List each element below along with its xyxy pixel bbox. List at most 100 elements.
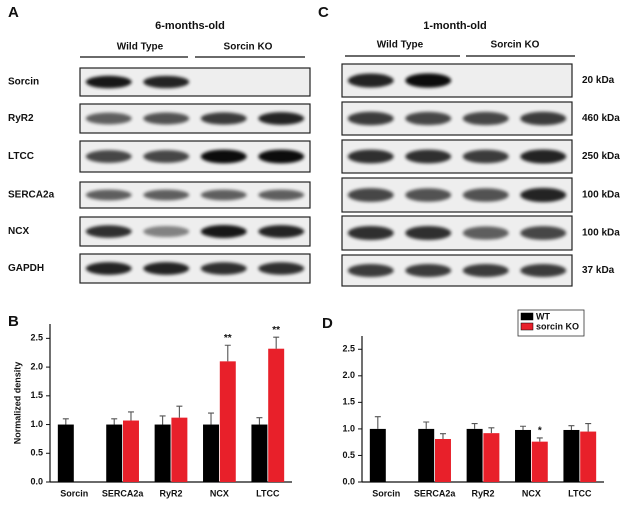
bar: [434, 438, 451, 482]
bar: [251, 424, 268, 482]
blot-band: [520, 149, 567, 164]
blot-band: [347, 111, 394, 126]
error-bar: [159, 415, 166, 425]
row-label: NCX: [8, 226, 29, 237]
blot-band: [200, 149, 247, 164]
bar: [219, 361, 236, 482]
blot-band: [347, 149, 394, 164]
blot-band: [520, 264, 567, 277]
error-bar: [439, 433, 446, 439]
group-label: Sorcin KO: [224, 42, 273, 53]
bar: [369, 428, 386, 482]
bar: [171, 417, 188, 482]
blot-title: 6-months-old: [155, 20, 225, 32]
blot-band: [258, 149, 305, 164]
size-label: 460 kDa: [582, 113, 620, 124]
error-bar: [256, 417, 263, 425]
x-tick-label: SERCA2a: [414, 488, 457, 498]
error-bar: [273, 336, 280, 349]
blot-band: [143, 112, 190, 125]
y-tick-label: 0.5: [30, 448, 43, 458]
y-tick-label: 0.0: [30, 476, 43, 486]
blot-band: [85, 112, 132, 125]
blot-band: [520, 111, 567, 126]
error-bar: [127, 411, 134, 421]
blot-band: [462, 264, 509, 277]
error-bar: [488, 427, 495, 434]
blot-band: [462, 188, 509, 202]
significance-mark: **: [224, 333, 232, 344]
bar: [483, 433, 500, 482]
error-bar: [423, 421, 430, 429]
error-bar: [224, 344, 231, 362]
y-tick-label: 0.5: [342, 450, 355, 460]
blot-band: [200, 189, 247, 201]
blot-band: [85, 150, 132, 163]
blot-band: [462, 111, 509, 126]
x-tick-label: NCX: [522, 488, 541, 498]
blot-band: [143, 150, 190, 163]
bar: [418, 428, 435, 482]
blot-band: [200, 225, 247, 238]
bar: [203, 424, 220, 482]
error-bar: [374, 416, 381, 429]
size-label: 20 kDa: [582, 75, 615, 86]
y-tick-label: 2.5: [30, 333, 43, 343]
blot-band: [85, 225, 132, 238]
bar: [515, 429, 532, 482]
row-label: Sorcin: [8, 77, 39, 88]
blot-band: [520, 226, 567, 240]
x-tick-label: LTCC: [256, 488, 280, 498]
row-label: SERCA2a: [8, 190, 55, 201]
blot-band: [347, 188, 394, 202]
bar: [122, 420, 139, 482]
x-tick-label: SERCA2a: [102, 488, 145, 498]
legend-swatch: [520, 312, 534, 321]
legend-label: sorcin KO: [536, 321, 579, 331]
bar: [268, 348, 285, 482]
blot-band: [347, 225, 394, 241]
blot-band: [462, 149, 509, 164]
blot-band: [405, 73, 452, 88]
blot-band: [405, 188, 452, 202]
bar: [563, 429, 580, 482]
error-bar: [176, 405, 183, 418]
size-label: 250 kDa: [582, 151, 620, 162]
x-tick-label: RyR2: [471, 488, 494, 498]
size-label: 100 kDa: [582, 190, 620, 201]
size-label: 37 kDa: [582, 265, 615, 276]
group-label: Sorcin KO: [491, 40, 540, 51]
blot-band: [405, 264, 452, 277]
blot-band: [462, 226, 509, 240]
blot-band: [143, 75, 190, 89]
error-bar: [471, 423, 478, 429]
error-bar: [208, 412, 215, 425]
significance-mark: *: [538, 426, 542, 437]
legend-swatch: [520, 322, 534, 331]
size-label: 100 kDa: [582, 228, 620, 239]
blot-band: [347, 73, 394, 88]
blot-band: [347, 264, 394, 277]
y-tick-label: 1.0: [342, 423, 355, 433]
x-tick-label: NCX: [210, 488, 229, 498]
panel-label: B: [8, 313, 19, 330]
bar: [466, 428, 483, 482]
bar: [580, 431, 597, 482]
blot-band: [143, 262, 190, 275]
blot-band: [520, 187, 567, 203]
blot-band: [405, 111, 452, 126]
error-bar: [568, 425, 575, 430]
error-bar: [111, 418, 118, 425]
x-tick-label: Sorcin: [372, 488, 400, 498]
y-tick-label: 1.0: [30, 419, 43, 429]
row-label: LTCC: [8, 151, 34, 162]
y-tick-label: 2.0: [30, 361, 43, 371]
y-tick-label: 1.5: [30, 390, 43, 400]
blot-band: [85, 75, 132, 89]
x-tick-label: RyR2: [159, 488, 182, 498]
y-tick-label: 1.5: [342, 397, 355, 407]
group-label: Wild Type: [117, 42, 164, 53]
x-tick-label: Sorcin: [60, 488, 88, 498]
blot-band: [258, 112, 305, 125]
